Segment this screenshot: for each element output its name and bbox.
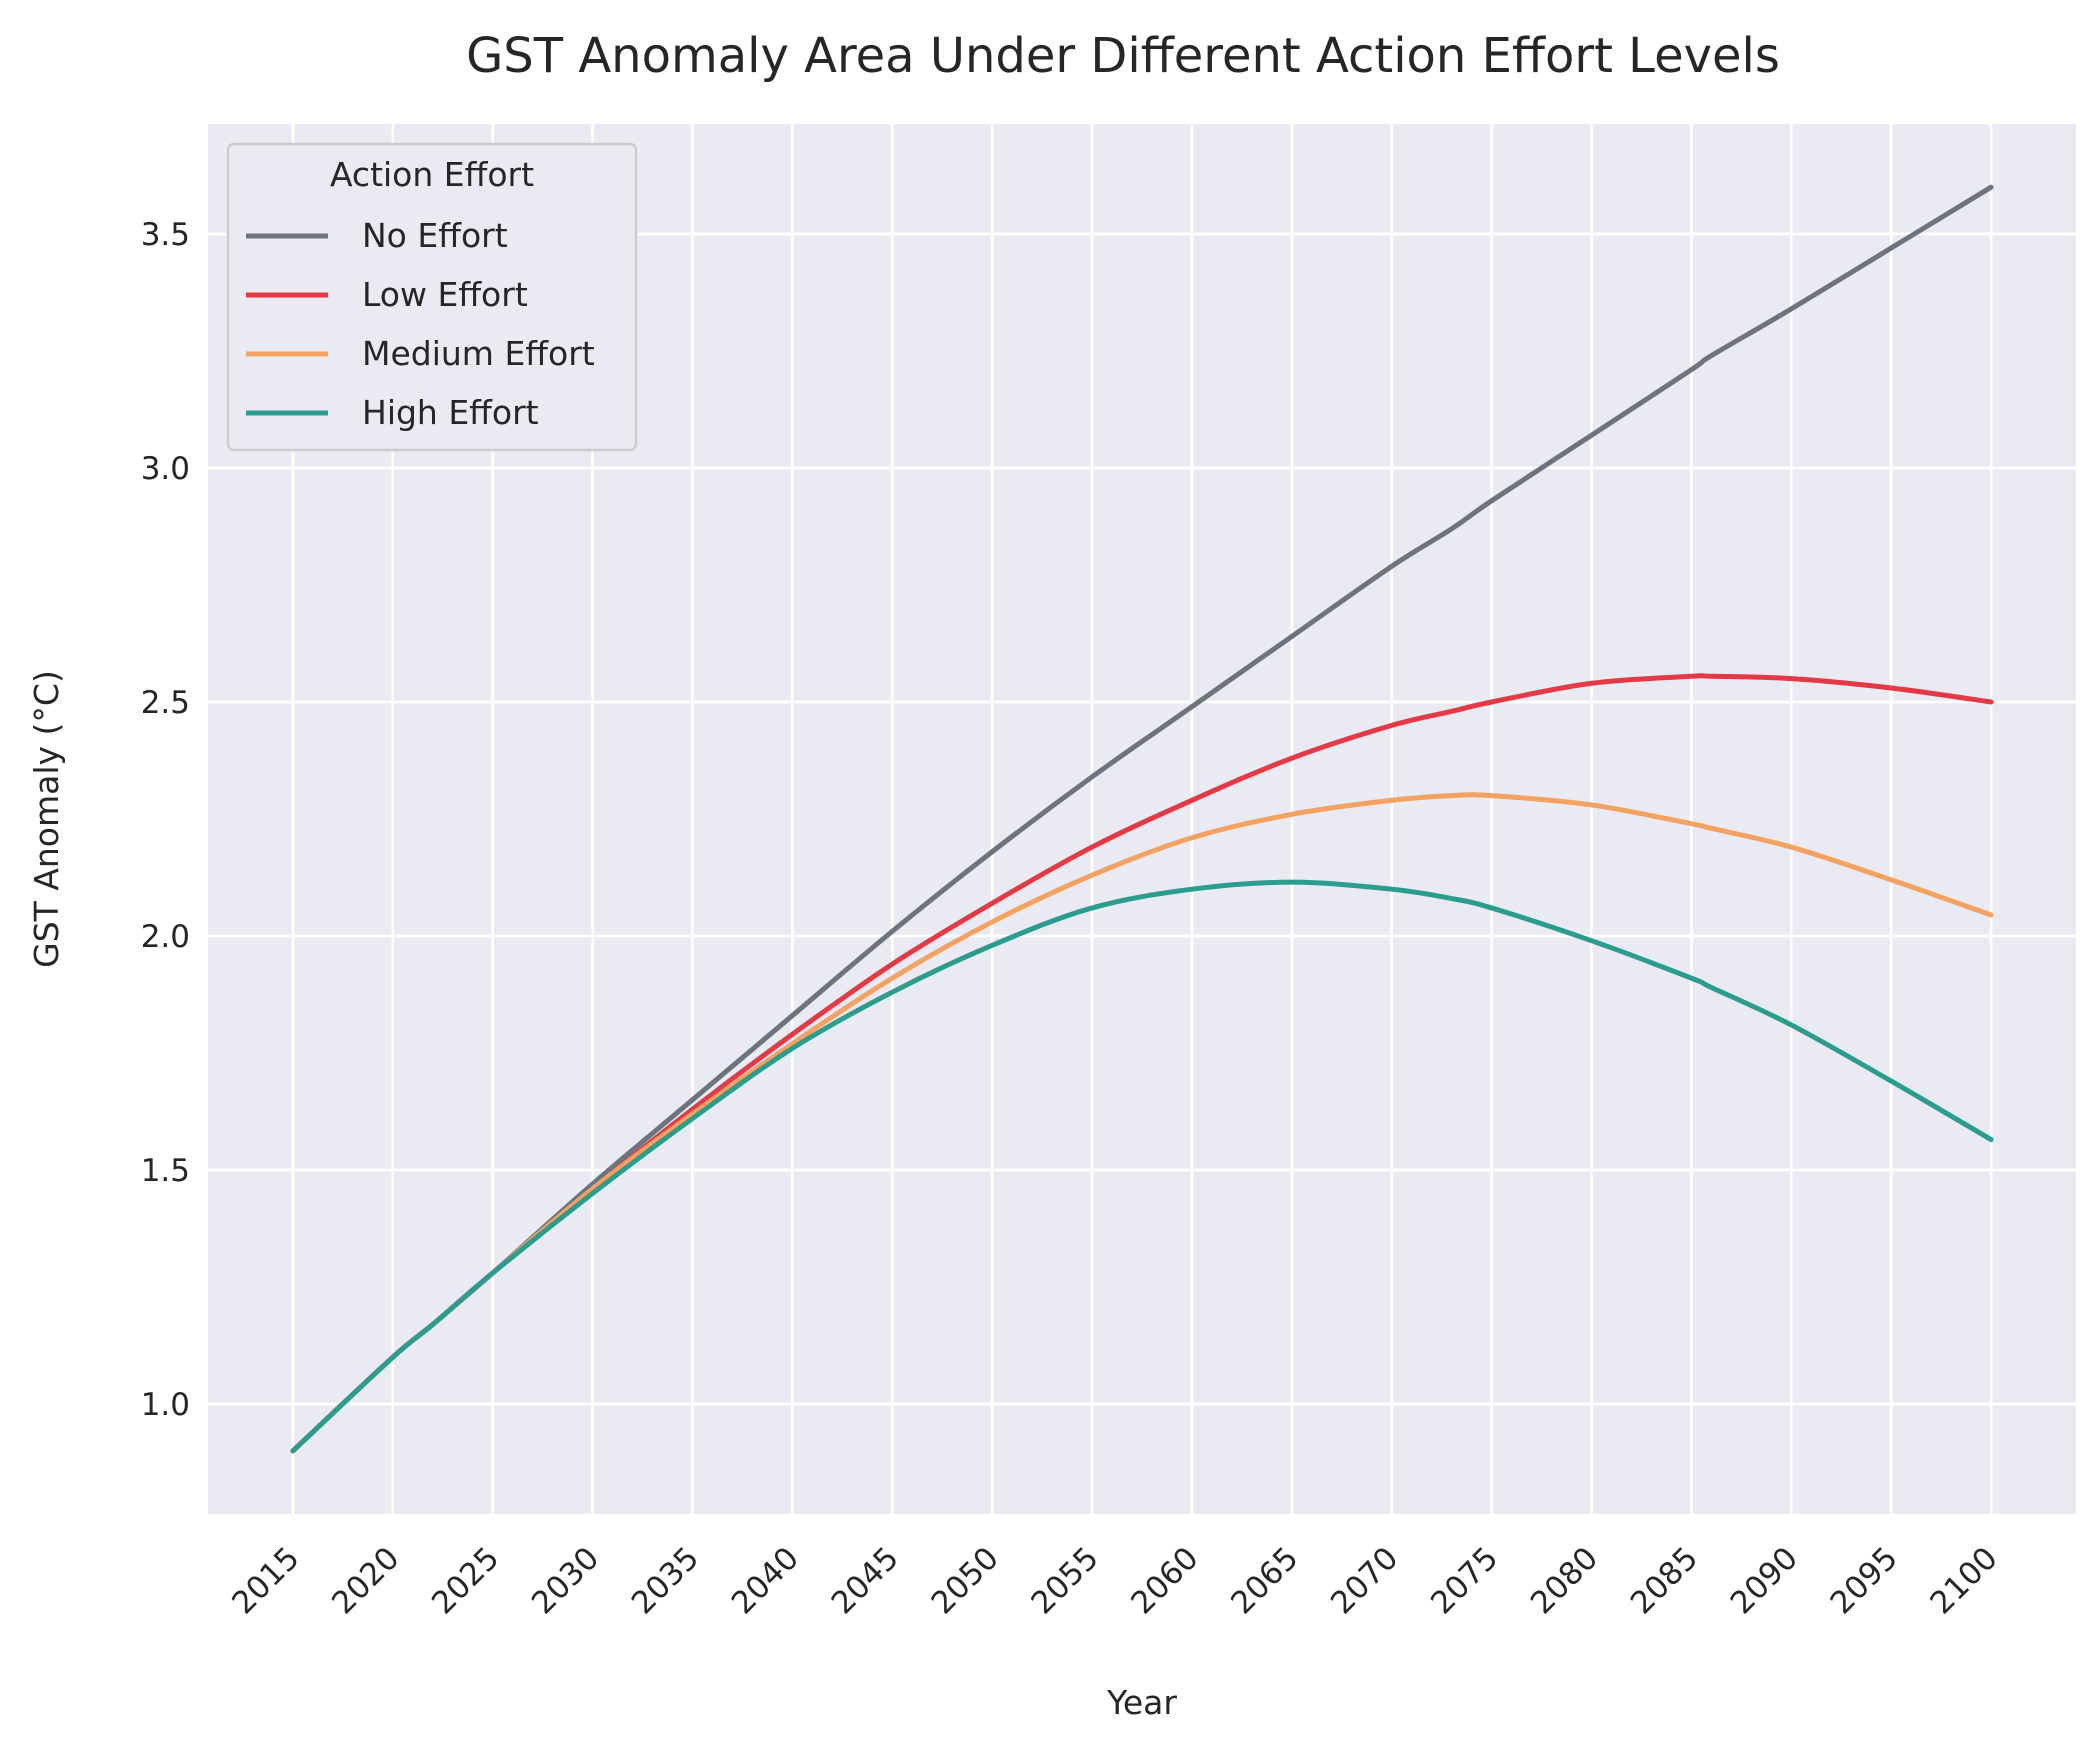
legend-box	[226, 142, 638, 452]
y-tick-label: 1.5	[141, 1153, 190, 1189]
legend: Action Effort No Effort Low Effort Medium …	[226, 142, 638, 452]
x-tick-labels: 2015 2020 2025 2030 2035 2040 2045 2050 2055 2060…	[225, 1540, 2004, 1621]
y-tick-label: 2.0	[141, 919, 190, 955]
x-tick-label: 2075	[1424, 1540, 1505, 1621]
x-tick-label: 2080	[1524, 1540, 1605, 1621]
x-tick-label: 2040	[725, 1540, 806, 1621]
x-tick-label: 2095	[1824, 1540, 1905, 1621]
legend-label-no-effort: No Effort	[362, 216, 508, 255]
x-tick-label: 2100	[1923, 1540, 2004, 1621]
legend-label-medium-effort: Medium Effort	[362, 334, 595, 373]
y-tick-label: 1.0	[141, 1387, 190, 1423]
x-tick-label: 2065	[1224, 1540, 1305, 1621]
x-tick-label: 2055	[1024, 1540, 1105, 1621]
x-tick-label: 2025	[425, 1540, 506, 1621]
x-tick-label: 2060	[1124, 1540, 1205, 1621]
x-tick-label: 2085	[1624, 1540, 1705, 1621]
y-tick-labels: 1.0 1.5 2.0 2.5 3.0 3.5	[141, 217, 190, 1423]
x-tick-label: 2045	[825, 1540, 906, 1621]
chart-title: GST Anomaly Area Under Different Action …	[466, 28, 1780, 84]
x-tick-label: 2070	[1324, 1540, 1405, 1621]
series-line-high-effort	[290, 879, 1994, 1454]
x-tick-label: 2015	[225, 1540, 306, 1621]
x-tick-label: 2020	[325, 1540, 406, 1621]
y-tick-label: 3.5	[141, 217, 190, 253]
x-tick-label: 2050	[925, 1540, 1006, 1621]
y-tick-label: 3.0	[141, 451, 190, 487]
x-tick-label: 2090	[1724, 1540, 1805, 1621]
y-axis-label: GST Anomaly (°C)	[27, 670, 66, 968]
x-tick-label: 2030	[525, 1540, 606, 1621]
legend-title: Action Effort	[330, 155, 534, 194]
x-tick-label: 2035	[625, 1540, 706, 1621]
legend-label-high-effort: High Effort	[362, 393, 539, 432]
legend-label-low-effort: Low Effort	[362, 275, 528, 314]
x-axis-label: Year	[1106, 1683, 1177, 1722]
y-tick-label: 2.5	[141, 685, 190, 721]
series-lines	[290, 184, 1994, 1454]
legend-items: No Effort Low Effort Medium Effort High Eff…	[246, 216, 595, 432]
